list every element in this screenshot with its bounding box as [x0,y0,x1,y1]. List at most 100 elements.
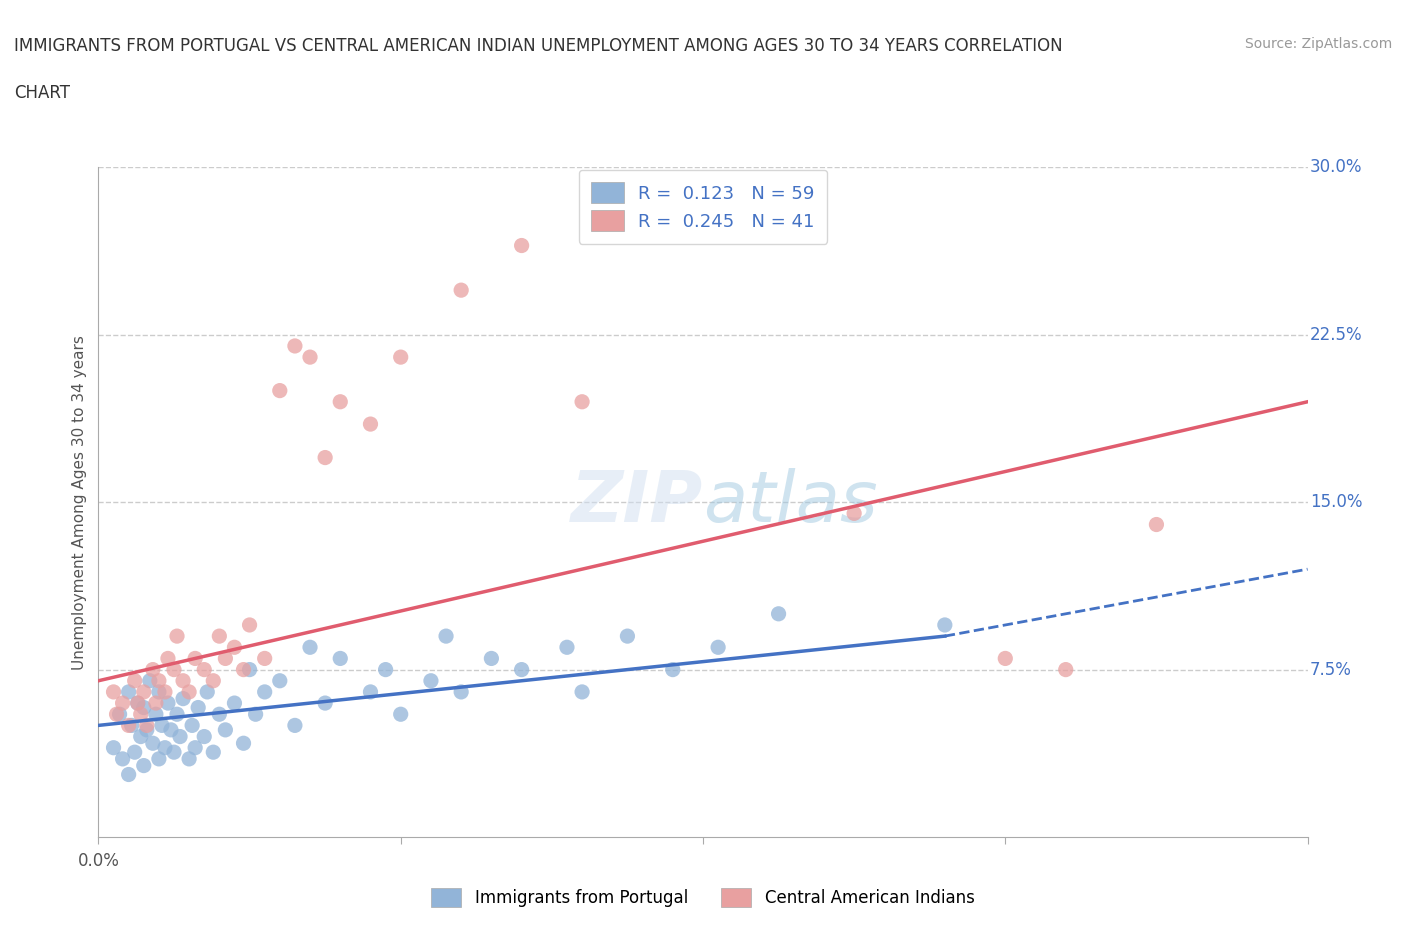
Point [329,394,352,409]
Text: IMMIGRANTS FROM PORTUGAL VS CENTRAL AMERICAN INDIAN UNEMPLOYMENT AMONG AGES 30 T: IMMIGRANTS FROM PORTUGAL VS CENTRAL AMER… [14,37,1063,55]
Point [181,718,204,733]
Point [135,723,157,737]
Text: CHART: CHART [14,84,70,101]
Point [253,684,276,699]
Point [239,662,262,677]
Point [124,745,146,760]
Point [269,673,291,688]
Legend: Immigrants from Portugal, Central American Indians: Immigrants from Portugal, Central Americ… [423,880,983,916]
Point [160,723,183,737]
Point [214,651,236,666]
Point [145,696,167,711]
Point [129,729,152,744]
Point [202,673,225,688]
Point [193,662,215,677]
Point [127,696,149,711]
Point [214,723,236,737]
Point [150,718,173,733]
Point [148,684,170,699]
Point [142,662,165,677]
Point [284,718,307,733]
Point [153,684,176,699]
Point [118,718,141,733]
Point [132,684,155,699]
Point [132,758,155,773]
Point [481,651,503,666]
Point [111,751,134,766]
Point [187,700,209,715]
Text: 30.0%: 30.0% [1310,158,1362,177]
Point [169,729,191,744]
Point [184,740,207,755]
Point [389,707,412,722]
Point [269,383,291,398]
Point [118,767,141,782]
Point [108,707,131,722]
Point [124,673,146,688]
Point [232,736,254,751]
Point [299,640,322,655]
Point [135,718,157,733]
Point [616,629,638,644]
Point [284,339,307,353]
Point [148,673,170,688]
Point [1144,517,1167,532]
Point [314,696,336,711]
Y-axis label: Unemployment Among Ages 30 to 34 years: Unemployment Among Ages 30 to 34 years [72,335,87,670]
Point [934,618,956,632]
Point [142,736,165,751]
Point [166,707,188,722]
Point [571,394,593,409]
Point [707,640,730,655]
Point [103,740,125,755]
Point [299,350,322,365]
Point [121,718,143,733]
Point [389,350,412,365]
Point [148,751,170,766]
Point [172,691,194,706]
Point [571,684,593,699]
Point [434,629,457,644]
Point [193,729,215,744]
Point [172,673,194,688]
Point [208,707,231,722]
Point [768,606,790,621]
Point [450,684,472,699]
Point [103,684,125,699]
Point [202,745,225,760]
Text: atlas: atlas [703,468,877,537]
Text: 15.0%: 15.0% [1310,493,1362,512]
Point [184,651,207,666]
Point [118,684,141,699]
Point [163,745,186,760]
Point [314,450,336,465]
Point [329,651,352,666]
Point [129,707,152,722]
Point [224,640,246,655]
Point [166,629,188,644]
Point [111,696,134,711]
Text: ZIP: ZIP [571,468,703,537]
Point [245,707,267,722]
Point [145,707,167,722]
Point [419,673,441,688]
Point [156,651,179,666]
Point [195,684,218,699]
Text: 7.5%: 7.5% [1310,660,1353,679]
Point [177,684,201,699]
Point [450,283,472,298]
Point [360,417,382,432]
Point [224,696,246,711]
Point [374,662,396,677]
Point [132,700,155,715]
Point [510,662,533,677]
Point [163,662,186,677]
Point [127,696,149,711]
Point [105,707,128,722]
Text: Source: ZipAtlas.com: Source: ZipAtlas.com [1244,37,1392,51]
Point [208,629,231,644]
Point [994,651,1017,666]
Point [139,673,162,688]
Text: 22.5%: 22.5% [1310,326,1362,344]
Point [177,751,201,766]
